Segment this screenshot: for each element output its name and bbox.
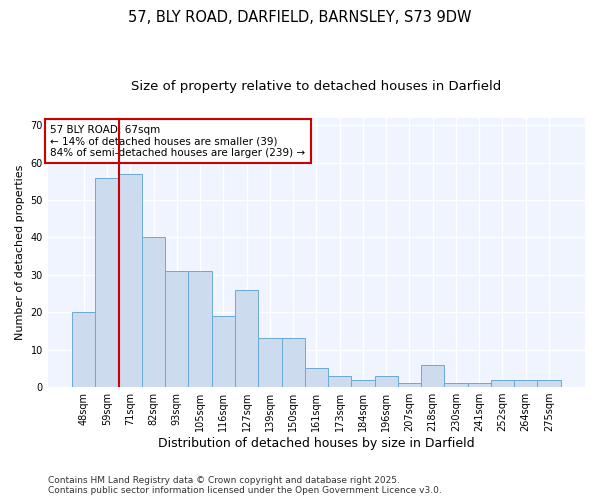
Bar	[188, 271, 212, 387]
X-axis label: Distribution of detached houses by size in Darfield: Distribution of detached houses by size …	[158, 437, 475, 450]
Bar	[165, 271, 188, 387]
Bar	[281, 338, 305, 387]
Y-axis label: Number of detached properties: Number of detached properties	[15, 164, 25, 340]
Bar	[374, 376, 398, 387]
Bar	[421, 364, 445, 387]
Bar	[351, 380, 374, 387]
Bar	[445, 384, 467, 387]
Bar	[72, 312, 95, 387]
Text: 57 BLY ROAD: 67sqm
← 14% of detached houses are smaller (39)
84% of semi-detache: 57 BLY ROAD: 67sqm ← 14% of detached hou…	[50, 124, 305, 158]
Bar	[398, 384, 421, 387]
Text: 57, BLY ROAD, DARFIELD, BARNSLEY, S73 9DW: 57, BLY ROAD, DARFIELD, BARNSLEY, S73 9D…	[128, 10, 472, 25]
Text: Contains HM Land Registry data © Crown copyright and database right 2025.
Contai: Contains HM Land Registry data © Crown c…	[48, 476, 442, 495]
Bar	[328, 376, 351, 387]
Bar	[538, 380, 560, 387]
Bar	[491, 380, 514, 387]
Title: Size of property relative to detached houses in Darfield: Size of property relative to detached ho…	[131, 80, 502, 93]
Bar	[212, 316, 235, 387]
Bar	[467, 384, 491, 387]
Bar	[95, 178, 119, 387]
Bar	[235, 290, 258, 387]
Bar	[258, 338, 281, 387]
Bar	[142, 238, 165, 387]
Bar	[119, 174, 142, 387]
Bar	[514, 380, 538, 387]
Bar	[305, 368, 328, 387]
